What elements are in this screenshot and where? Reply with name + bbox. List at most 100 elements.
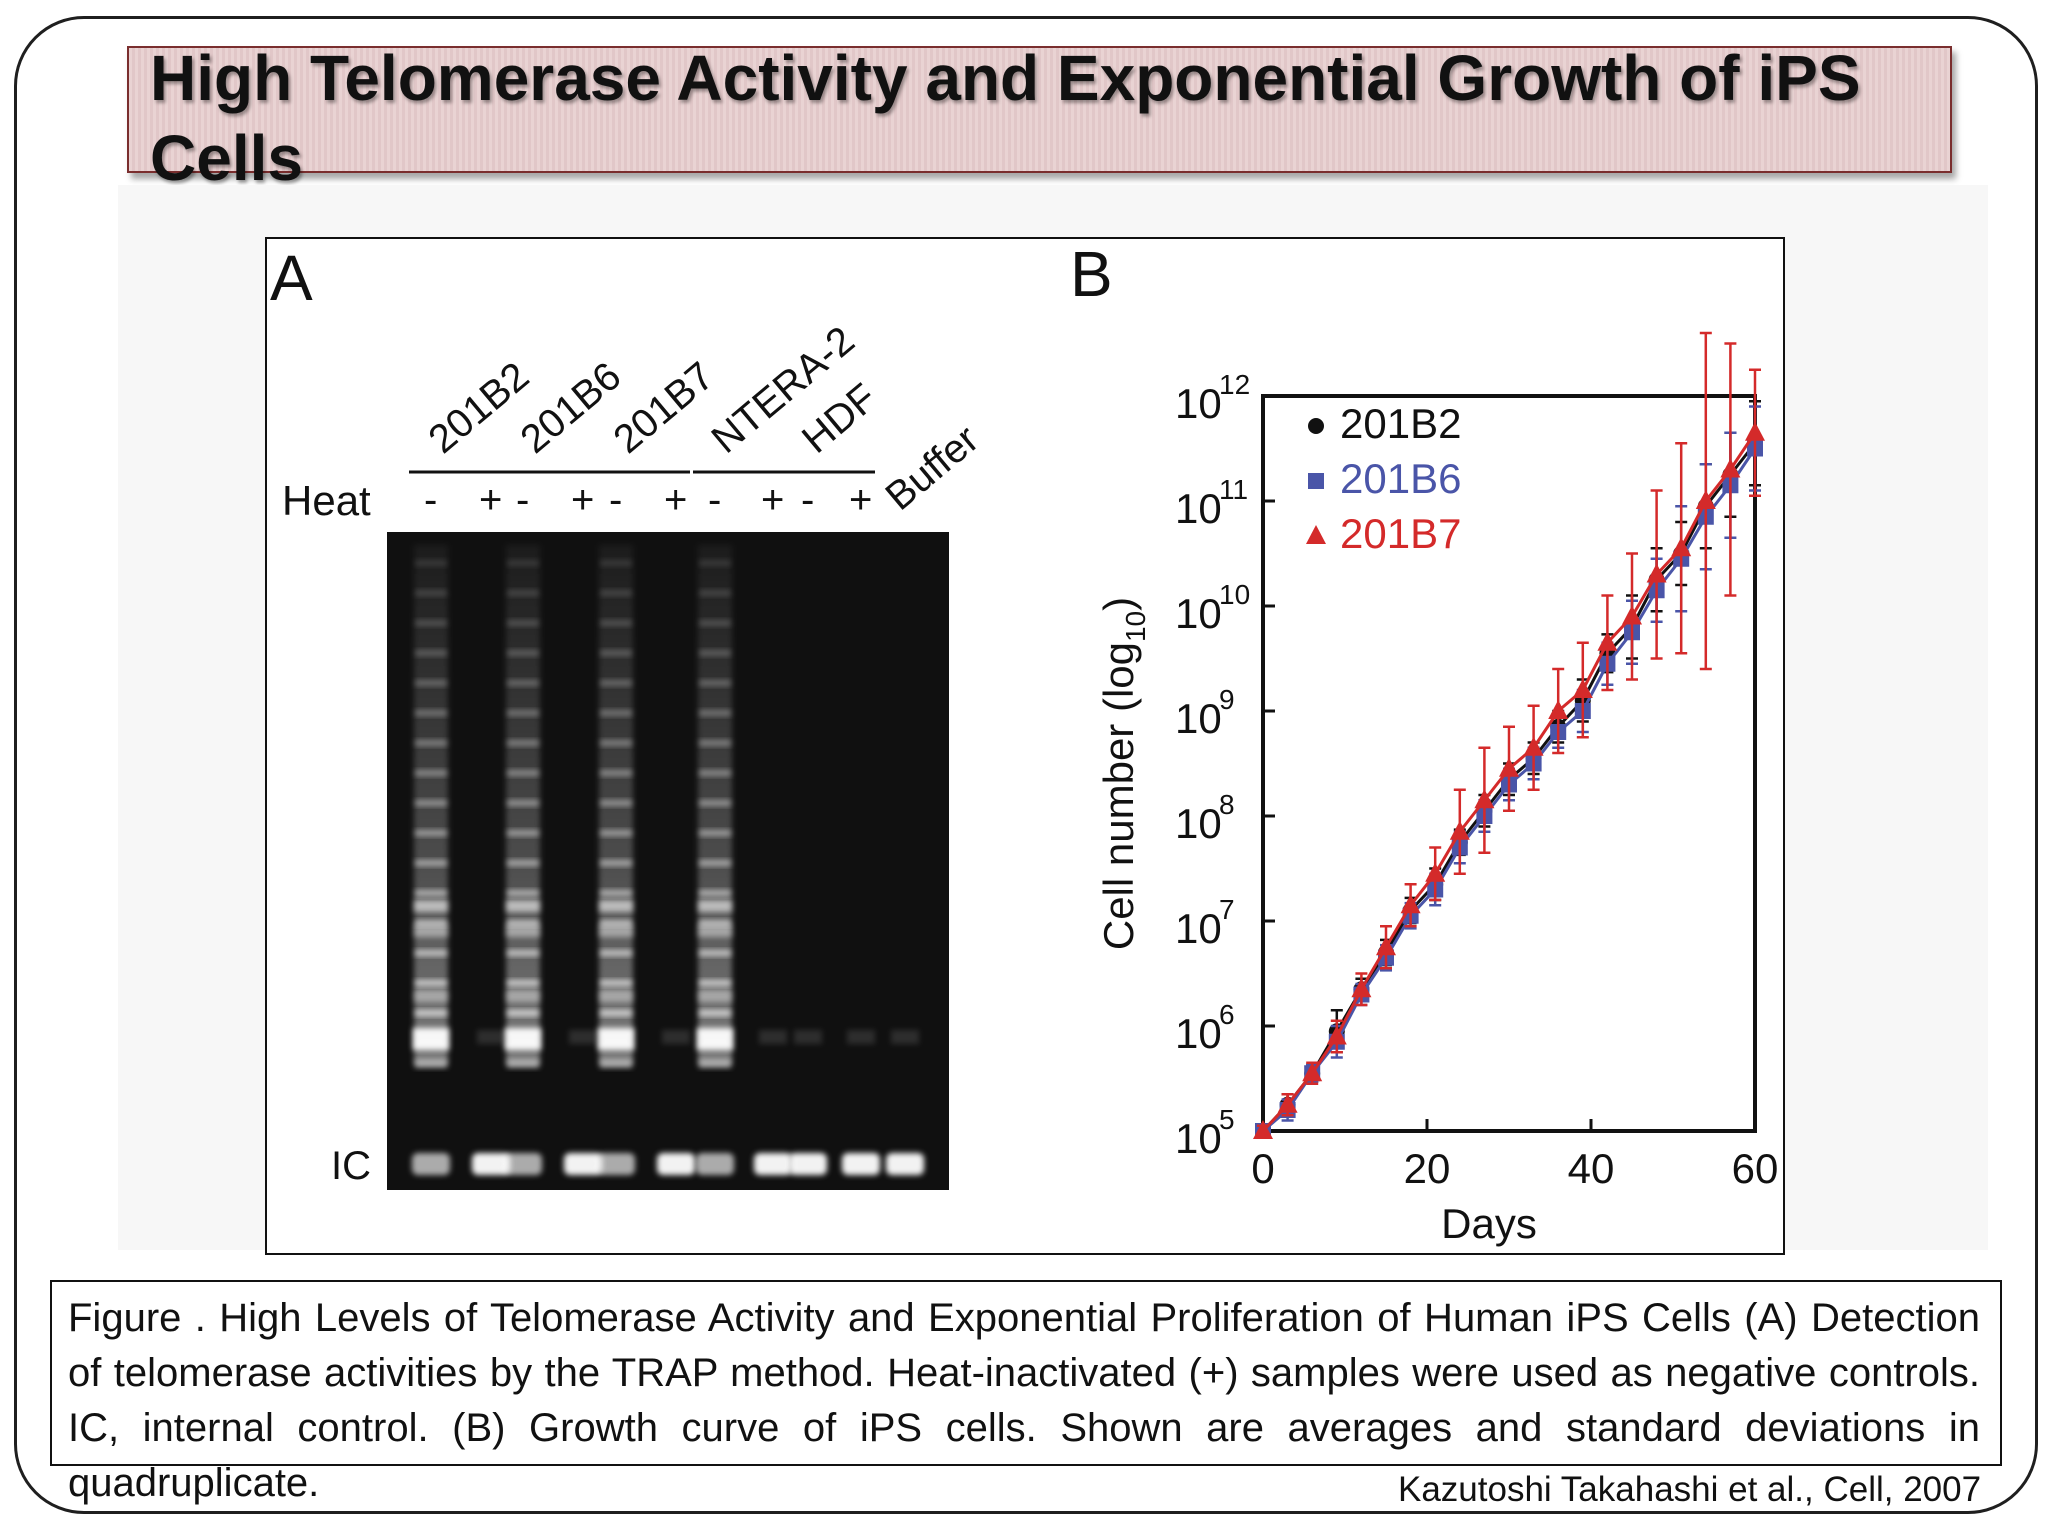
y-tick-label: 10 — [1175, 905, 1222, 952]
ladder-band — [599, 900, 633, 912]
data-point — [1400, 894, 1421, 914]
ladder-band — [507, 560, 539, 566]
ladder-band — [415, 590, 447, 596]
ladder-band — [415, 680, 447, 686]
y-tick-exponent: 5 — [1219, 1104, 1235, 1135]
y-tick-label: 10 — [1175, 1115, 1222, 1162]
ladder-band — [415, 890, 447, 896]
ladder-band — [600, 590, 632, 596]
ladder-band — [414, 990, 448, 1002]
ladder-band — [600, 860, 632, 866]
ladder-band — [507, 680, 539, 686]
ladder-band — [415, 830, 447, 836]
heat-plus-sign: + — [664, 478, 687, 522]
x-tick-label: 0 — [1251, 1145, 1274, 1192]
ic-band — [657, 1153, 695, 1175]
ladder-band — [415, 650, 447, 656]
data-point — [1376, 936, 1396, 956]
ladder-band — [600, 830, 632, 836]
strong-band — [413, 1028, 449, 1050]
faint-band — [794, 1030, 822, 1044]
ic-band — [412, 1153, 450, 1175]
ladder-band — [507, 710, 539, 716]
ladder-band — [600, 800, 632, 806]
ladder-band — [506, 990, 540, 1002]
ladder-band — [699, 650, 731, 656]
ladder-band — [415, 770, 447, 776]
strong-band — [697, 1028, 733, 1050]
data-point — [1646, 563, 1667, 583]
heat-plus-sign: + — [479, 478, 502, 522]
ic-band — [789, 1153, 827, 1175]
ladder-band — [506, 900, 540, 912]
faint-band — [891, 1030, 919, 1044]
ladder-band — [699, 710, 731, 716]
y-tick-exponent: 8 — [1219, 789, 1235, 820]
data-point — [1523, 736, 1544, 756]
ladder-band — [507, 920, 539, 926]
heat-minus-sign: - — [516, 478, 529, 522]
ladder-band — [699, 740, 731, 746]
y-tick-exponent: 6 — [1219, 999, 1235, 1030]
legend-marker — [1306, 525, 1326, 544]
data-point — [1425, 862, 1446, 882]
y-tick-label: 10 — [1175, 590, 1222, 637]
heat-minus-sign: - — [708, 478, 721, 522]
strong-band — [598, 1028, 634, 1050]
heat-minus-sign: - — [609, 478, 622, 522]
ladder-band — [600, 980, 632, 986]
gel-image — [387, 532, 949, 1190]
ladder-band — [415, 800, 447, 806]
data-point — [1474, 789, 1495, 809]
ladder-band — [415, 620, 447, 626]
ic-band — [472, 1153, 510, 1175]
ic-band — [597, 1153, 635, 1175]
data-point — [1449, 820, 1470, 840]
legend-marker — [1308, 473, 1324, 489]
y-tick-label: 10 — [1175, 380, 1222, 427]
y-tick-exponent: 7 — [1219, 894, 1235, 925]
ladder-band — [600, 650, 632, 656]
ladder-band — [600, 680, 632, 686]
slide-border — [14, 16, 2038, 1514]
ladder-band — [699, 620, 731, 626]
y-tick-label: 10 — [1175, 695, 1222, 742]
ladder-band — [600, 710, 632, 716]
ladder-band — [699, 680, 731, 686]
y-tick-exponent: 9 — [1219, 684, 1235, 715]
ladder-band — [507, 740, 539, 746]
ladder-band — [507, 620, 539, 626]
ladder-band — [699, 800, 731, 806]
ladder-band — [600, 740, 632, 746]
ladder-band — [698, 990, 732, 1002]
plot-frame — [1261, 394, 1757, 1133]
data-point — [1745, 421, 1765, 441]
growth-curve-chart: B 0 20 40 60105106107108109101010111012Days… — [1070, 238, 1779, 1247]
y-axis-title: Cell number (log10) — [1095, 597, 1151, 950]
faint-band — [569, 1030, 597, 1044]
caption-box — [50, 1280, 2002, 1466]
data-point — [1597, 631, 1618, 651]
ladder-band — [699, 860, 731, 866]
ic-label: IC — [331, 1144, 371, 1188]
data-point — [1277, 1093, 1298, 1113]
ladder-band — [415, 920, 447, 926]
strong-band — [505, 1028, 541, 1050]
slide-title: High Telomerase Activity and Exponential… — [150, 42, 1861, 194]
figure-caption: Figure . High Levels of Telomerase Activ… — [68, 1296, 1980, 1505]
ladder-band — [599, 925, 633, 937]
data-point — [1351, 978, 1372, 998]
data-point — [1720, 458, 1741, 478]
citation: Kazutoshi Takahashi et al., Cell, 2007 — [1398, 1470, 1982, 1509]
faint-band — [847, 1030, 875, 1044]
ladder-band — [415, 740, 447, 746]
x-tick-label: 60 — [1732, 1145, 1779, 1192]
heat-minus-sign: - — [424, 478, 437, 522]
ladder-band — [507, 860, 539, 866]
heat-plus-sign: + — [849, 478, 872, 522]
ladder-band — [600, 770, 632, 776]
faint-band — [662, 1030, 690, 1044]
data-point — [1253, 1120, 1273, 1139]
x-tick-label: 20 — [1404, 1145, 1451, 1192]
